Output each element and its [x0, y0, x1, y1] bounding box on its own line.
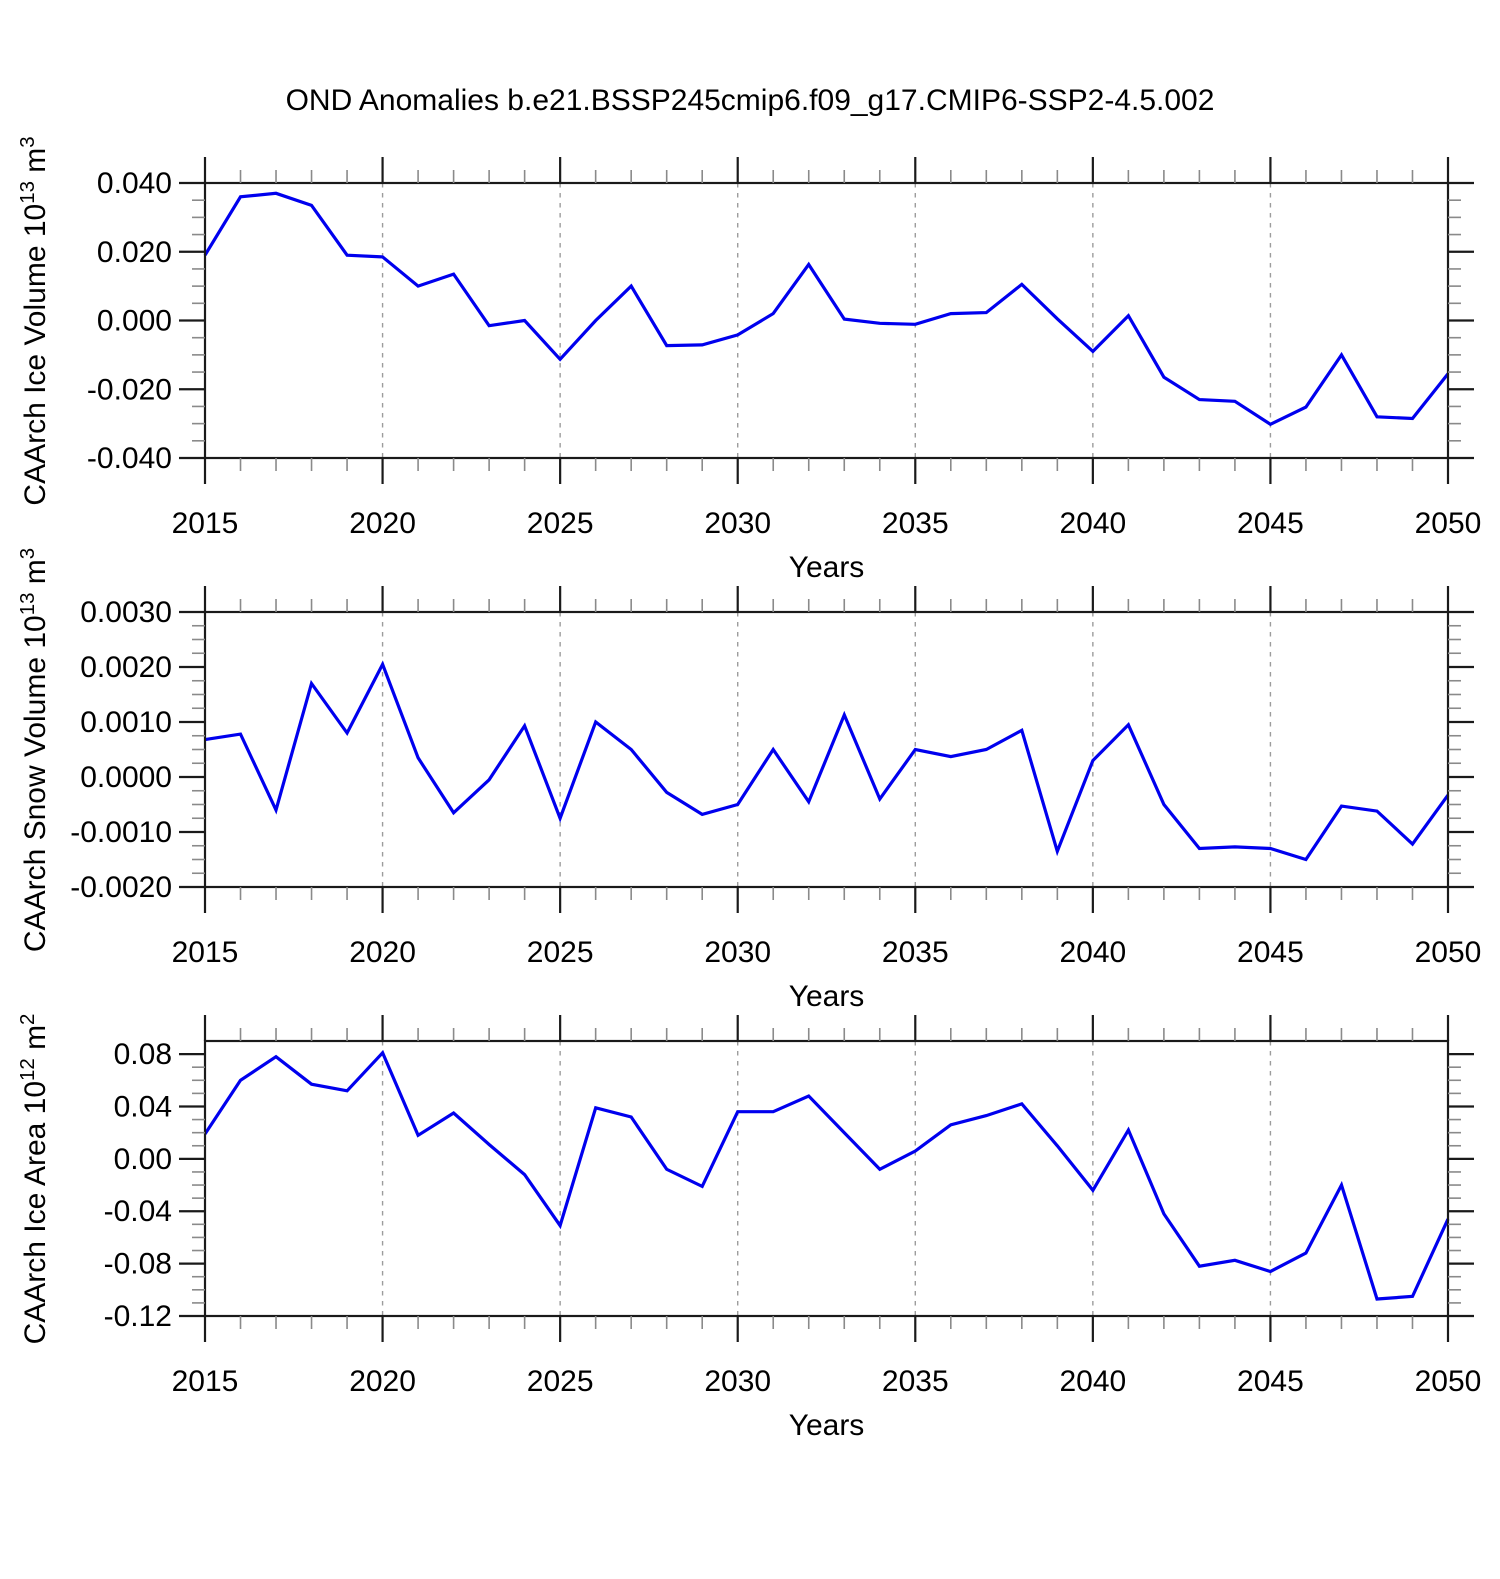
x-tick-labels: 2015 2020 2025 2030 2035 2040 2045 2050 [172, 936, 1482, 969]
x-tick-labels: 2015 2020 2025 2030 2035 2040 2045 2050 [172, 507, 1482, 540]
y-tick-label: 0.00 [114, 1143, 172, 1176]
y-tick-label: -0.020 [87, 373, 172, 406]
x-axis-title-years-1: Years [788, 551, 865, 584]
y-tick-label: 0.040 [97, 167, 172, 200]
y-tick-label: -0.08 [104, 1248, 172, 1281]
superscript: 12 [17, 1058, 39, 1081]
x-axis-title-years-3: Years [788, 1409, 865, 1442]
y-tick-label: -0.0020 [70, 871, 172, 904]
y-tick-label: 0.000 [97, 305, 172, 338]
y-tick-label: 0.0010 [80, 706, 172, 739]
y-tick-labels: 0.08 0.04 0.00 -0.04 -0.08 -0.12 [104, 1038, 172, 1333]
series-line [204, 660, 1450, 862]
x-tick-labels: 2015 2020 2025 2030 2035 2040 2045 2050 [172, 1365, 1482, 1398]
plot-frame [203, 610, 1450, 889]
y-ticks [179, 1052, 1474, 1318]
x-tick-label: 2025 [527, 936, 594, 969]
y-ticks [179, 610, 1474, 889]
ylabel-text: m [19, 147, 52, 182]
y-tick-label: 0.020 [97, 236, 172, 269]
x-tick-label: 2020 [349, 936, 416, 969]
x-tick-label: 2020 [349, 1365, 416, 1398]
plots-canvas: 2015 2020 2025 2030 2035 2040 2045 20500.0400.0… [70, 157, 1482, 1398]
x-tick-label: 2035 [882, 507, 949, 540]
figure: OND Anomalies b.e21.BSSP245cmip6.f09_g17… [17, 84, 1482, 1442]
superscript: 13 [17, 181, 39, 204]
x-tick-label: 2050 [1415, 1365, 1482, 1398]
y-tick-label: -0.040 [87, 442, 172, 475]
x-tick-label: 2050 [1415, 936, 1482, 969]
ylabel-text: CAArch Ice Area 10 [19, 1080, 52, 1345]
x-tick-label: 2045 [1237, 1365, 1304, 1398]
y-tick-label: -0.0010 [70, 816, 172, 849]
x-tick-label: 2015 [172, 936, 239, 969]
y-tick-label: 0.04 [114, 1090, 172, 1123]
x-ticks [203, 157, 1450, 484]
x-tick-label: 2040 [1059, 507, 1126, 540]
chart-title: OND Anomalies b.e21.BSSP245cmip6.f09_g17… [285, 84, 1215, 117]
y-ticks [179, 181, 1474, 460]
x-tick-label: 2035 [882, 936, 949, 969]
y-tick-labels: 0.0030 0.0020 0.0010 0.0000 -0.0010 -0.0020 [70, 596, 172, 904]
y-tick-label: 0.0030 [80, 596, 172, 629]
y-axis-title-ice-area: CAArch Ice Area 1012 m2 [14, 779, 58, 1579]
x-tick-label: 2040 [1059, 936, 1126, 969]
series-line [203, 1049, 1450, 1301]
x-tick-label: 2030 [704, 507, 771, 540]
x-tick-label: 2025 [527, 1365, 594, 1398]
series-line [203, 191, 1450, 427]
plot-frame [203, 1039, 1450, 1318]
x-ticks [203, 586, 1450, 913]
x-axis-title-years-2: Years [788, 980, 865, 1013]
x-tick-label: 2040 [1059, 1365, 1126, 1398]
superscript: 3 [17, 136, 39, 148]
ylabel-text: m [19, 1024, 52, 1059]
x-tick-label: 2020 [349, 507, 416, 540]
y-tick-label: 0.08 [114, 1038, 172, 1071]
y-tick-label: 0.0020 [80, 651, 172, 684]
subplot-snow-volume: 2015 2020 2025 2030 2035 2040 2045 20500.00300.… [70, 586, 1481, 969]
superscript: 2 [17, 1013, 39, 1025]
x-tick-label: 2015 [172, 1365, 239, 1398]
ylabel-text: m [19, 559, 52, 593]
y-tick-label: 0.0000 [80, 761, 172, 794]
y-tick-label: -0.04 [104, 1195, 172, 1228]
x-tick-label: 2025 [527, 507, 594, 540]
x-tick-label: 2045 [1237, 936, 1304, 969]
x-tick-label: 2015 [172, 507, 239, 540]
y-tick-label: -0.12 [104, 1300, 172, 1333]
x-tick-label: 2045 [1237, 507, 1304, 540]
gridlines [381, 612, 1272, 887]
y-tick-labels: 0.040 0.020 0.000 -0.020 -0.040 [87, 167, 172, 475]
x-tick-label: 2030 [704, 936, 771, 969]
superscript: 3 [17, 547, 39, 560]
x-tick-label: 2050 [1415, 507, 1482, 540]
subplot-ice-volume: 2015 2020 2025 2030 2035 2040 2045 20500.0400.0… [87, 157, 1481, 540]
superscript: 13 [17, 592, 39, 616]
gridlines [381, 1041, 1272, 1316]
x-tick-label: 2030 [704, 1365, 771, 1398]
subplot-ice-area: 2015 2020 2025 2030 2035 2040 2045 2050 0.08 0.04… [104, 1015, 1482, 1398]
x-ticks [203, 1015, 1450, 1342]
x-tick-label: 2035 [882, 1365, 949, 1398]
